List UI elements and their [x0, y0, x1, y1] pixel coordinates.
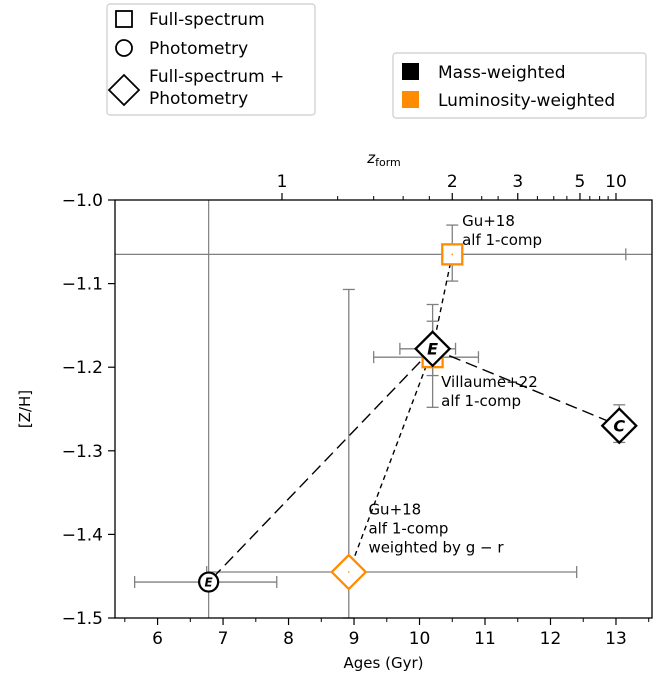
annotation-line: alf 1-comp [368, 519, 448, 537]
marker-diamond-e-diamond [413, 330, 452, 368]
annotation-line: Villaume+22 [441, 373, 538, 391]
top-tick-label: 5 [575, 172, 586, 192]
x-tick-label: 11 [474, 629, 496, 649]
y-axis-title: [Z/H] [16, 390, 34, 428]
plot-frame [114, 199, 653, 619]
legend-label: Full-spectrum [149, 10, 265, 30]
legend-method-frame [106, 3, 316, 116]
x-tick-label: 10 [409, 629, 431, 649]
marker-label: E [427, 340, 438, 359]
legend-circle-icon [115, 39, 133, 57]
legend-weight-frame [392, 52, 647, 119]
legend-swatch [402, 63, 419, 80]
y-tick-label: −1.3 [62, 442, 103, 462]
marker-diamond-c-diamond [600, 407, 638, 445]
top-tick-label: 2 [447, 172, 458, 192]
legend-weight: Mass-weighted Luminosity-weighted [392, 52, 647, 119]
annotation-line: alf 1-comp [462, 231, 542, 249]
y-tick-label: −1.5 [62, 609, 103, 629]
legend-swatch [402, 91, 419, 108]
top-tick-label: 1 [277, 172, 288, 192]
top-axis-title: zform [366, 149, 401, 169]
connector-line [432, 348, 620, 427]
y-tick-label: −1.4 [62, 525, 103, 545]
annotation-line: Gu+18 [462, 212, 515, 230]
legend-label: Photometry [149, 39, 248, 59]
marker-center [451, 253, 454, 256]
x-axis-title: Ages (Gyr) [344, 654, 424, 672]
legend-diamond-icon [107, 73, 141, 107]
y-tick-label: −1.1 [62, 275, 103, 295]
legend-square-icon [115, 10, 133, 28]
legend-label: Luminosity-weighted [438, 91, 615, 111]
annotation-line: Gu+18 [368, 500, 421, 518]
marker-label: C [613, 416, 625, 435]
y-tick-label: −1.0 [62, 191, 103, 211]
marker-circle-e-circle [198, 571, 220, 593]
top-tick-label: 3 [512, 172, 523, 192]
x-tick-label: 7 [218, 629, 229, 649]
top-tick-label: 10 [605, 172, 627, 192]
x-tick-label: 12 [540, 629, 562, 649]
legend-label: Photometry [149, 89, 248, 109]
connector-line [348, 348, 434, 573]
connector-line [431, 254, 453, 349]
x-tick-label: 8 [283, 629, 294, 649]
x-tick-label: 9 [349, 629, 360, 649]
annotation-line: weighted by g − r [368, 538, 504, 556]
legend-label: Full-spectrum + [149, 67, 284, 87]
x-tick-label: 6 [152, 629, 163, 649]
x-tick-label: 13 [605, 629, 627, 649]
y-tick-label: −1.2 [62, 358, 103, 378]
annotation-line: alf 1-comp [441, 392, 521, 410]
marker-center [347, 571, 350, 573]
legend-label: Mass-weighted [438, 63, 566, 83]
marker-label: E [205, 575, 214, 589]
